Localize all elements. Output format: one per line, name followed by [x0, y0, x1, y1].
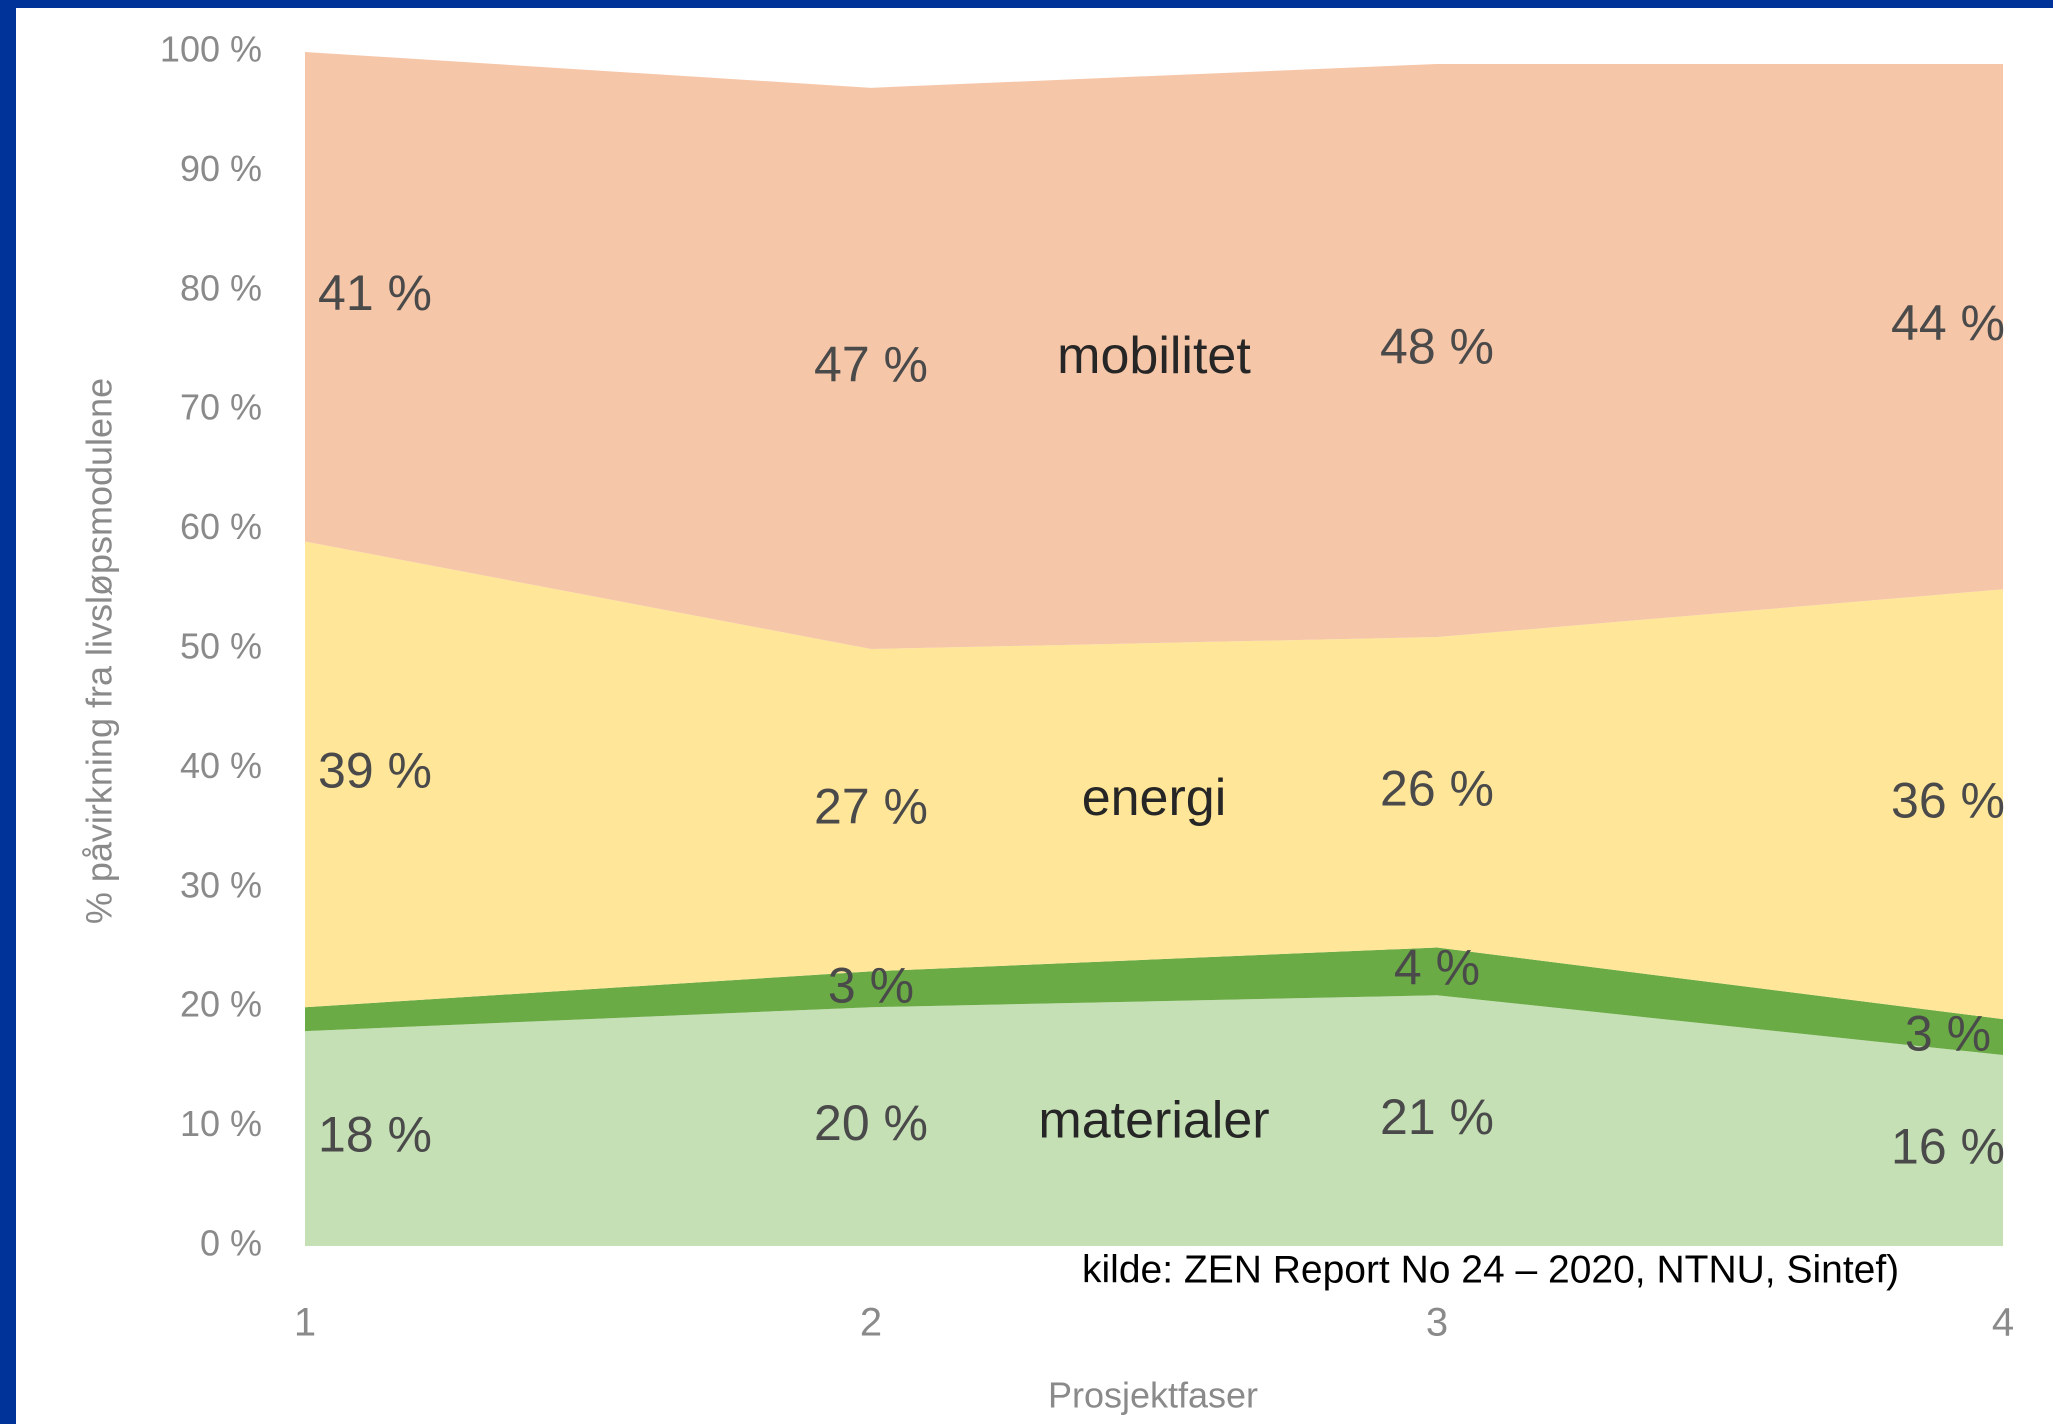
- series-name: energi: [1082, 769, 1227, 827]
- y-tick-label: 80 %: [180, 267, 262, 308]
- y-tick-label: 10 %: [180, 1103, 262, 1144]
- y-tick-label: 70 %: [180, 387, 262, 428]
- data-label: 44 %: [1891, 295, 2005, 351]
- y-tick-label: 60 %: [180, 506, 262, 547]
- data-label: 16 %: [1891, 1119, 2005, 1175]
- data-label: 3 %: [1905, 1005, 1991, 1061]
- data-label: 21 %: [1380, 1089, 1494, 1145]
- data-label: 41 %: [318, 265, 432, 321]
- x-axis-title: Prosjektfaser: [1048, 1375, 1258, 1416]
- y-tick-label: 30 %: [180, 864, 262, 905]
- series-name: materialer: [1038, 1091, 1269, 1149]
- x-tick-label: 4: [1992, 1301, 2014, 1345]
- area: [305, 541, 2003, 1020]
- x-tick-label: 1: [294, 1301, 316, 1345]
- data-label: 26 %: [1380, 760, 1494, 816]
- y-tick-label: 100 %: [160, 29, 262, 70]
- area: [305, 995, 2003, 1246]
- data-label: 27 %: [814, 778, 928, 834]
- data-label: 3 %: [828, 957, 914, 1013]
- data-label: 18 %: [318, 1107, 432, 1163]
- source: kilde: ZEN Report No 24 – 2020, NTNU, Si…: [1082, 1248, 1899, 1291]
- y-tick-label: 50 %: [180, 626, 262, 667]
- series-name: mobilitet: [1057, 327, 1251, 385]
- y-axis-title: % påvirkning fra livsløpsmodulene: [79, 378, 120, 924]
- y-tick-label: 20 %: [180, 984, 262, 1025]
- x-tick-label: 2: [860, 1301, 882, 1345]
- chart: % påvirkning fra livsløpsmodulene Prosje…: [16, 8, 2053, 1424]
- y-tick-label: 0 %: [200, 1223, 262, 1264]
- area: [305, 52, 2003, 649]
- x-tick-label: 3: [1426, 1301, 1448, 1345]
- area: [305, 947, 2003, 1055]
- data-label: 36 %: [1891, 772, 2005, 828]
- data-label: 39 %: [318, 743, 432, 799]
- data-label: 48 %: [1380, 319, 1494, 375]
- data-label: 4 %: [1394, 940, 1480, 996]
- y-tick-label: 90 %: [180, 148, 262, 189]
- data-label: 20 %: [814, 1095, 928, 1151]
- y-tick-label: 40 %: [180, 745, 262, 786]
- data-label: 47 %: [814, 337, 928, 393]
